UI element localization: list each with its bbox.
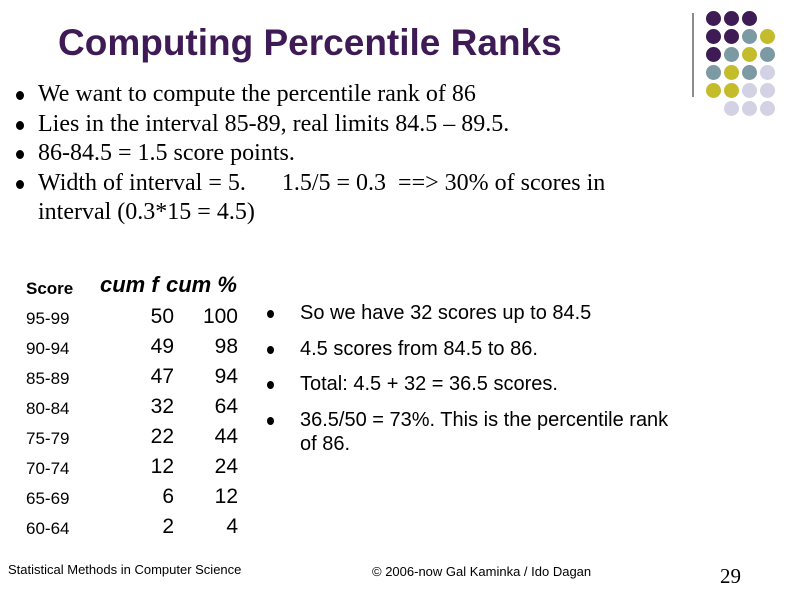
- cell-score: 70-74: [26, 459, 70, 478]
- decorative-dot: [706, 29, 721, 44]
- page-number: 29: [720, 564, 741, 588]
- cell-pct: 98: [214, 335, 238, 358]
- table-row: 85-89 47 94: [26, 365, 238, 395]
- bullet-icon: [16, 120, 24, 130]
- table-row: 95-99 50 100: [26, 305, 238, 335]
- decorative-dot: [760, 47, 775, 62]
- summary-bullet-item: So we have 32 scores up to 84.5: [262, 296, 762, 332]
- decorative-dot: [724, 101, 739, 116]
- bullet-icon: [267, 416, 274, 425]
- decorative-dot: [724, 65, 739, 80]
- cell-score: 85-89: [26, 369, 70, 388]
- decorative-dot: [724, 29, 739, 44]
- decorative-dot: [706, 65, 721, 80]
- cell-pct: 100: [202, 305, 238, 328]
- decorative-dot: [760, 101, 775, 116]
- cell-cum: 6: [162, 485, 174, 508]
- decorative-dot-grid: [0, 0, 794, 130]
- table-row: 60-64 2 4: [26, 515, 238, 545]
- header-cum-pct: cum %: [166, 272, 237, 297]
- cell-cum: 50: [150, 305, 174, 328]
- decorative-dot: [706, 47, 721, 62]
- bullet-icon: [16, 179, 24, 189]
- decorative-dot: [706, 83, 721, 98]
- decorative-dot: [742, 65, 757, 80]
- decorative-dot: [742, 83, 757, 98]
- cell-score: 90-94: [26, 339, 70, 358]
- bullet-icon: [267, 310, 274, 318]
- cell-pct: 64: [214, 395, 238, 418]
- cell-score: 95-99: [26, 309, 70, 328]
- decorative-dot: [706, 11, 721, 26]
- cell-cum: 22: [150, 425, 174, 448]
- slide-title: Computing Percentile Ranks: [58, 22, 562, 63]
- bullet-icon: [267, 381, 274, 389]
- cell-pct: 4: [226, 515, 238, 538]
- bullet-icon: [16, 91, 24, 100]
- decorative-dot: [742, 11, 757, 26]
- summary-bullet-item: 36.5/50 = 73%. This is the percentile ra…: [262, 403, 762, 457]
- decorative-dot: [760, 83, 775, 98]
- cell-score: 75-79: [26, 429, 70, 448]
- cell-cum: 47: [150, 365, 174, 388]
- table-row: 80-84 32 64: [26, 395, 238, 425]
- summary-bullet-item: 4.5 scores from 84.5 to 86.: [262, 332, 762, 368]
- table-row: 70-74 12 24: [26, 455, 238, 485]
- main-bullet-list: We want to compute the percentile rank o…: [16, 80, 716, 228]
- decorative-dot: [742, 101, 757, 116]
- cell-pct: 44: [214, 425, 238, 448]
- cell-cum: 32: [150, 395, 174, 418]
- bullet-item: We want to compute the percentile rank o…: [16, 80, 716, 110]
- cell-score: 80-84: [26, 399, 70, 418]
- cell-cum: 12: [150, 455, 174, 478]
- header-score: Score: [26, 279, 74, 298]
- header-cum-f: cum f: [100, 272, 159, 297]
- bullet-item: Width of interval = 5. 1.5/5 = 0.3 ==> 3…: [16, 169, 716, 199]
- cell-cum: 2: [162, 515, 174, 538]
- table-row: 75-79 22 44: [26, 425, 238, 455]
- cell-pct: 24: [214, 455, 238, 478]
- title-divider: [692, 13, 694, 97]
- cell-pct: 94: [214, 365, 238, 388]
- summary-continuation: of 86.: [300, 433, 351, 455]
- decorative-dot: [742, 47, 757, 62]
- decorative-dot: [724, 83, 739, 98]
- table-row: 90-94 49 98: [26, 335, 238, 365]
- table-row: 65-69 6 12: [26, 485, 238, 515]
- summary-bullet-item: Total: 4.5 + 32 = 36.5 scores.: [262, 367, 762, 403]
- decorative-dot: [724, 11, 739, 26]
- bullet-icon: [267, 345, 274, 354]
- footer-copyright: © 2006-now Gal Kaminka / Ido Dagan: [372, 564, 592, 579]
- bullet-icon: [16, 150, 24, 159]
- decorative-dot: [760, 29, 775, 44]
- footer-course-title: Statistical Methods in Computer Science: [8, 562, 242, 577]
- decorative-dot: [724, 47, 739, 62]
- decorative-dot: [742, 29, 757, 44]
- cell-cum: 49: [150, 335, 174, 358]
- bullet-item: Lies in the interval 85-89, real limits …: [16, 110, 716, 140]
- cell-score: 60-64: [26, 519, 70, 538]
- cell-pct: 12: [214, 485, 238, 508]
- summary-bullet-list: So we have 32 scores up to 84.5 4.5 scor…: [262, 296, 762, 456]
- decorative-dot: [760, 65, 775, 80]
- bullet-continuation: interval (0.3*15 = 4.5): [38, 199, 255, 225]
- cell-score: 65-69: [26, 489, 70, 508]
- bullet-item: 86-84.5 = 1.5 score points.: [16, 139, 716, 169]
